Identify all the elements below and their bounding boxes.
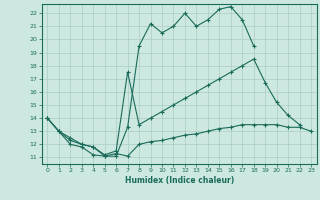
X-axis label: Humidex (Indice chaleur): Humidex (Indice chaleur) <box>124 176 234 185</box>
